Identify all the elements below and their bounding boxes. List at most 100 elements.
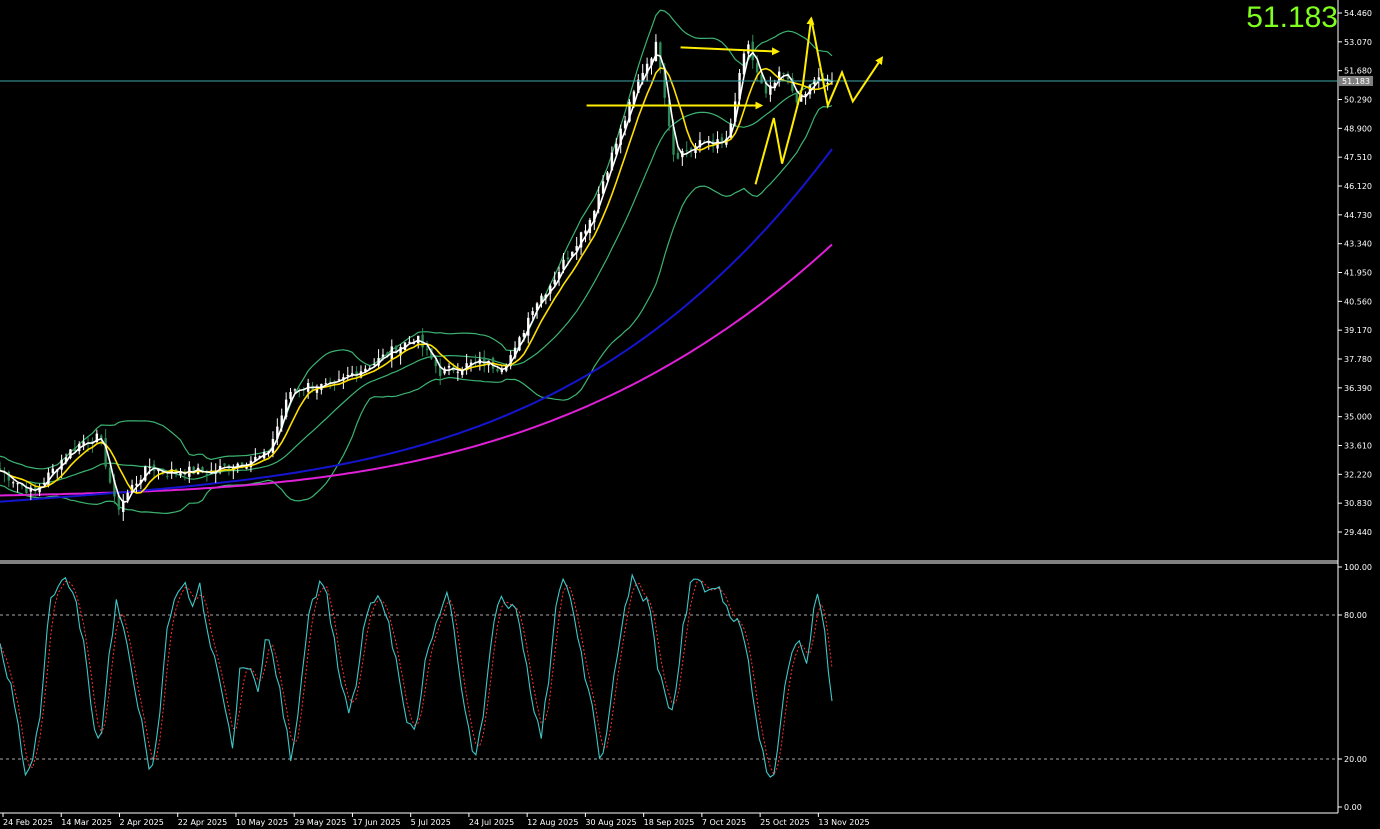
y-tick-label: 47.510 [1344,153,1372,162]
x-tick-label: 24 Feb 2025 [3,818,53,827]
candle-body [650,58,653,66]
candle-body [522,332,526,337]
y-tick-label: 51.680 [1344,67,1372,76]
candle-body [130,484,134,493]
candle-body [540,295,543,304]
candle-body [760,74,763,84]
y-tick-label: 46.120 [1344,182,1372,191]
candle-body [628,101,631,122]
candle-body [100,435,103,439]
x-tick-label: 10 May 2025 [236,818,288,827]
candle-body [381,354,385,357]
candle-body [513,347,517,358]
candle-body [623,120,627,129]
candle-body [654,41,658,62]
candle-body [659,42,662,69]
candle-body [672,126,675,155]
candle-body [562,259,565,270]
candle-body [42,482,46,485]
candle-body [135,483,138,486]
candle-body [324,383,327,385]
candle-body [372,363,376,366]
candle-body [685,150,688,152]
candle-body [733,101,737,122]
candle-body [782,72,785,74]
candle-body [47,472,50,486]
candle-body [12,482,15,484]
candle-body [786,73,790,80]
candle-body [663,67,666,98]
candle-body [408,341,411,343]
x-tick-label: 12 Aug 2025 [527,818,578,827]
candle-body [399,346,402,356]
candle-body [51,468,55,474]
candle-body [667,99,671,127]
candle-body [280,415,283,428]
x-tick-label: 18 Sep 2025 [644,818,695,827]
x-tick-label: 25 Oct 2025 [760,818,809,827]
y-tick-label: 41.950 [1344,269,1372,278]
y-tick-label: 40.560 [1344,297,1372,306]
candles [0,34,834,521]
candle-body [166,475,169,477]
candle-body [461,369,464,375]
y-tick-label: 30.830 [1344,499,1372,508]
candle-body [777,71,781,83]
ma-blue-line [0,148,833,503]
candle-body [557,271,561,279]
candle-body [38,486,41,493]
candle-body [126,492,129,501]
candle-body [346,374,349,376]
candle-body [148,467,151,469]
x-tick-label: 22 Apr 2025 [178,818,227,827]
candle-body [509,355,512,367]
stoch-tick-label: 0.00 [1344,803,1362,812]
candle-body [64,457,68,463]
candle-body [465,363,468,368]
candle-body [218,465,222,469]
candle-body [456,371,460,373]
candle-body [377,358,380,366]
candle-body [439,365,442,376]
projection-arrow [810,18,884,109]
candle-body [610,152,614,171]
candle-body [364,368,367,372]
candle-body [527,317,530,336]
ma-magenta-line [0,243,833,497]
candle-body [641,72,644,82]
candle-body [808,85,812,95]
stoch-tick-label: 100.00 [1344,563,1372,572]
candle-body [597,193,600,209]
candle-body [447,365,451,368]
candle-body [421,334,424,348]
candle-body [606,172,609,180]
y-tick-label: 29.440 [1344,528,1372,537]
y-tick-label: 32.220 [1344,470,1372,479]
candle-body [535,303,539,311]
current-price-tag-label: 51.183 [1342,77,1370,86]
candle-body [579,232,583,248]
y-tick-label: 33.610 [1344,442,1372,451]
x-tick-label: 7 Oct 2025 [702,818,746,827]
candle-body [0,468,2,471]
candle-body [430,348,433,359]
candle-body [104,438,107,467]
candle-body [258,456,261,458]
candle-body [60,459,63,470]
candle-body [355,371,358,377]
candle-body [434,359,438,367]
candle-body [764,81,768,94]
candle-body [738,72,741,100]
x-tick-label: 29 May 2025 [294,818,346,827]
candle-body [276,426,279,439]
candle-body [82,441,85,446]
x-tick-label: 5 Jul 2025 [411,818,451,827]
candle-body [720,137,724,143]
candle-body [245,465,248,469]
y-tick-label: 53.070 [1344,38,1372,47]
bollinger-middle [0,78,833,484]
x-tick-label: 13 Nov 2025 [818,818,869,827]
bollinger-lower [0,105,833,515]
candle-body [7,471,11,481]
